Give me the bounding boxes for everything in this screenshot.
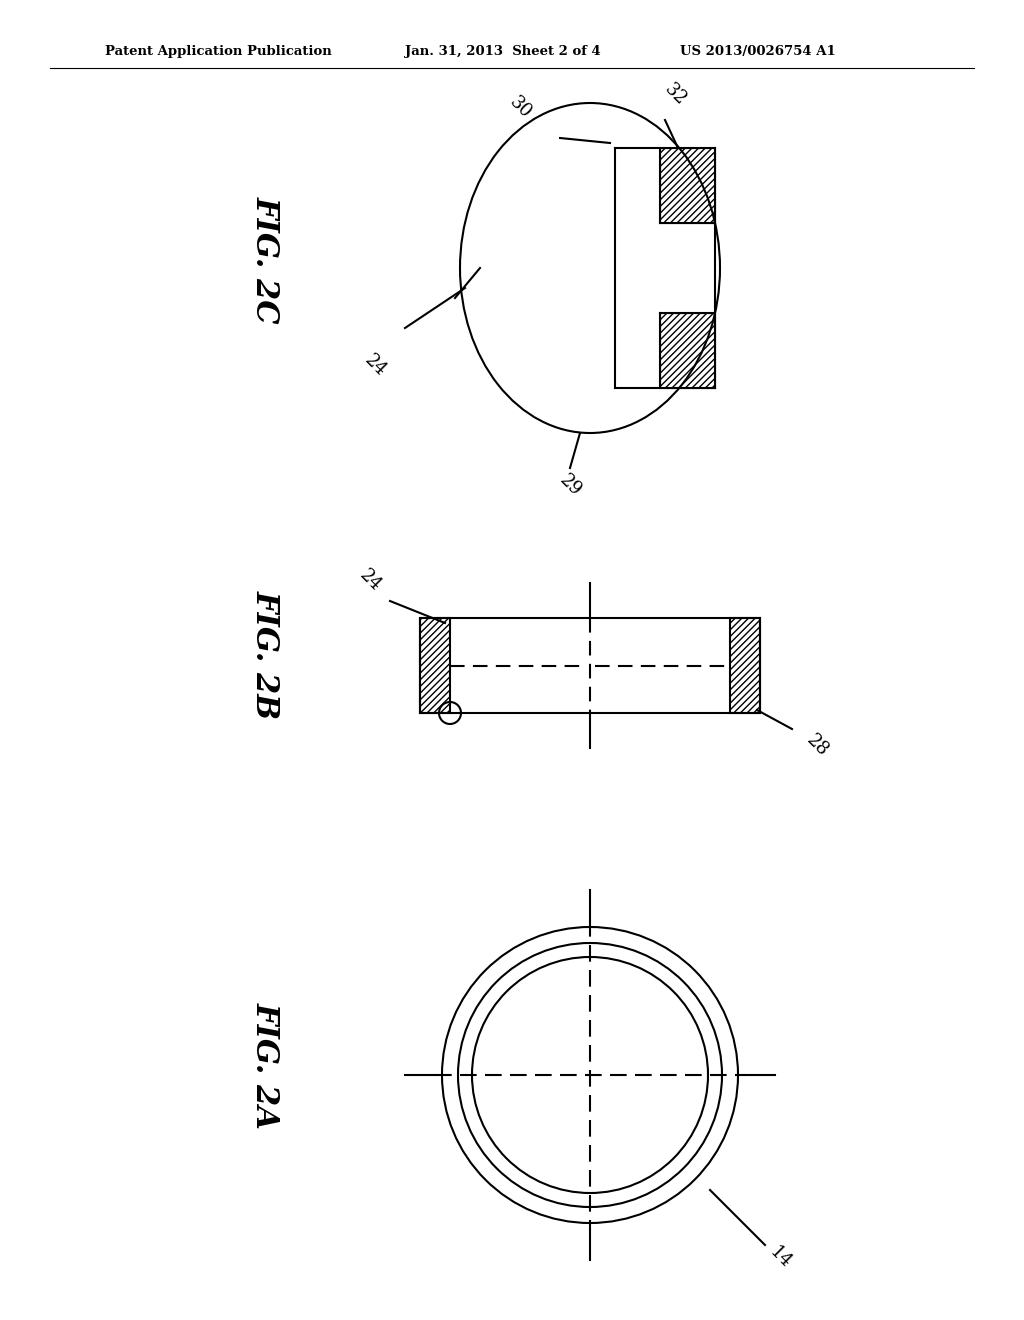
Text: US 2013/0026754 A1: US 2013/0026754 A1: [680, 45, 836, 58]
Text: 28: 28: [803, 731, 831, 760]
Text: 14: 14: [766, 1243, 795, 1272]
Text: FIG. 2B: FIG. 2B: [250, 590, 281, 719]
Bar: [420, 618, 450, 713]
Bar: [730, 618, 760, 713]
Text: 32: 32: [660, 81, 689, 110]
Text: Patent Application Publication: Patent Application Publication: [105, 45, 332, 58]
Text: 24: 24: [360, 351, 389, 380]
Text: FIG. 2A: FIG. 2A: [250, 1002, 281, 1129]
Text: Jan. 31, 2013  Sheet 2 of 4: Jan. 31, 2013 Sheet 2 of 4: [406, 45, 601, 58]
Bar: [420, 618, 760, 713]
Text: FIG. 2C: FIG. 2C: [250, 197, 281, 323]
Text: 24: 24: [355, 566, 384, 595]
Text: 29: 29: [556, 471, 585, 500]
Text: 30: 30: [506, 94, 535, 123]
